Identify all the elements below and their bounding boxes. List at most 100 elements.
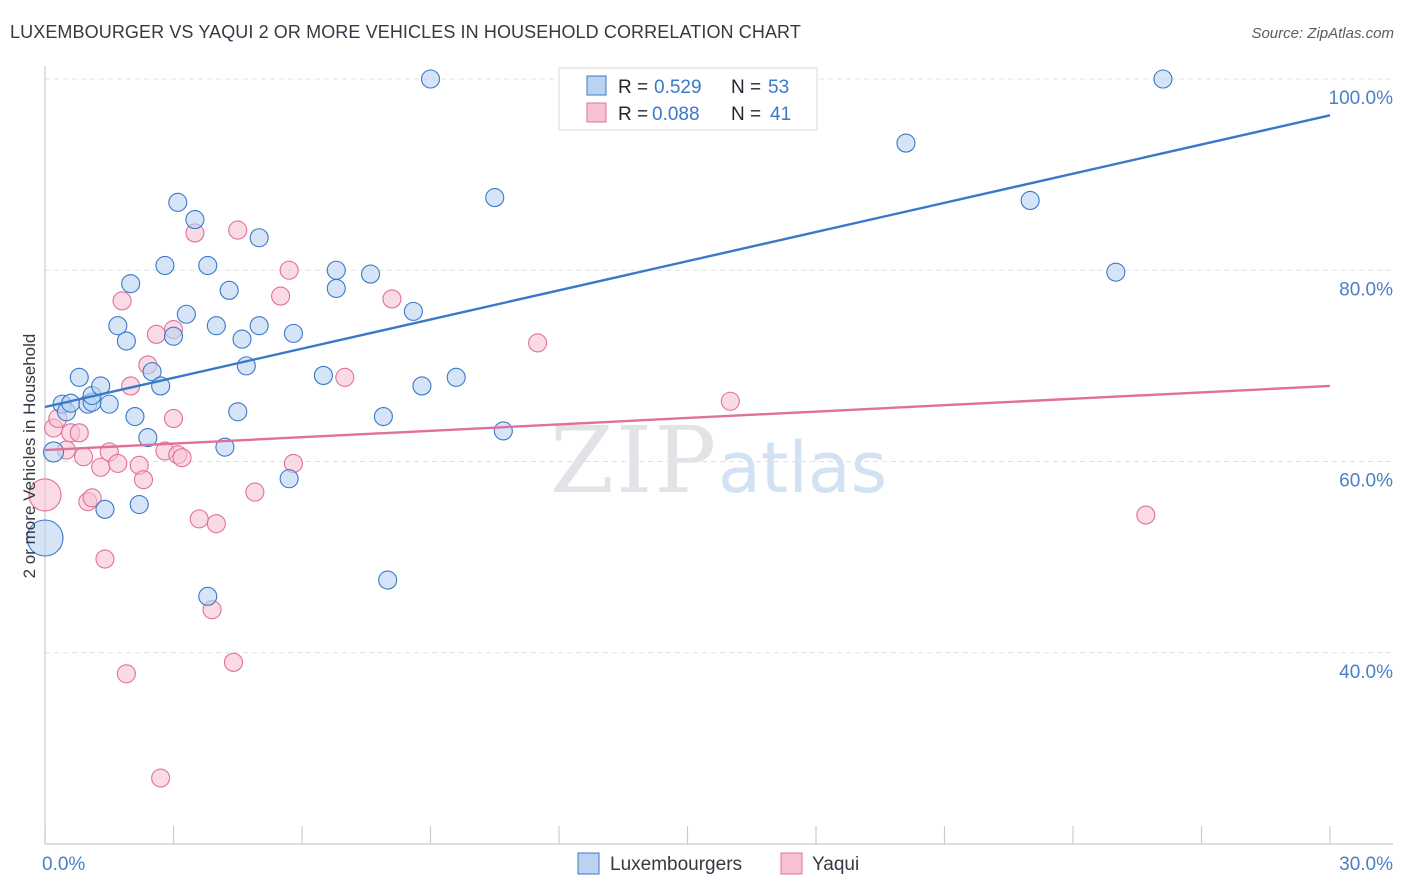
point-luxembourgers	[360, 264, 381, 284]
stats-n-value: 53	[768, 77, 789, 98]
x-tick-label: 0.0%	[42, 854, 85, 875]
point-luxembourgers	[249, 316, 269, 336]
tick-labels: 40.0% 60.0% 80.0% 100.0% 0.0% 30.0%	[42, 88, 1393, 875]
legend-label-yaqui: Yaqui	[812, 854, 859, 875]
stats-n-label: N =	[731, 77, 761, 98]
point-luxembourgers	[206, 316, 226, 336]
point-luxembourgers	[219, 280, 239, 300]
point-yaqui	[74, 447, 94, 467]
point-luxembourgers	[1153, 69, 1173, 89]
point-yaqui	[279, 260, 299, 280]
point-yaqui	[720, 391, 740, 411]
point-yaqui	[382, 289, 402, 309]
stats-n-value: 41	[770, 104, 791, 125]
y-axis-label: 2 or more Vehicles in Household	[20, 334, 39, 579]
stats-n-label: N =	[731, 104, 761, 125]
point-luxembourgers	[116, 331, 136, 351]
point-luxembourgers	[485, 188, 505, 208]
point-luxembourgers	[420, 69, 441, 89]
point-luxembourgers	[446, 367, 466, 387]
point-yaqui	[223, 652, 244, 672]
point-luxembourgers	[228, 402, 248, 422]
watermark: ZIP atlas	[550, 407, 887, 514]
point-luxembourgers	[198, 586, 218, 606]
stats-r-value: 0.529	[654, 77, 702, 98]
point-luxembourgers	[168, 192, 188, 212]
y-tick-label: 100.0%	[1329, 88, 1394, 109]
point-yaqui	[528, 333, 548, 353]
point-luxembourgers	[326, 260, 346, 280]
point-luxembourgers	[215, 437, 235, 457]
point-luxembourgers	[138, 428, 158, 448]
y-tick-label: 60.0%	[1339, 471, 1393, 492]
stats-swatch-yaqui	[586, 102, 607, 123]
point-yaqui	[28, 478, 62, 512]
point-yaqui	[228, 220, 248, 240]
point-luxembourgers	[69, 367, 89, 387]
point-yaqui	[271, 286, 291, 306]
watermark-atlas: atlas	[718, 427, 887, 509]
point-luxembourgers	[142, 362, 162, 382]
point-luxembourgers	[249, 228, 269, 248]
legend-swatch-luxembourgers	[577, 852, 600, 875]
point-yaqui	[1136, 505, 1156, 525]
point-luxembourgers	[108, 316, 128, 336]
trend-line-yaqui	[44, 384, 1331, 452]
point-luxembourgers	[232, 329, 252, 349]
point-yaqui	[146, 324, 166, 344]
point-yaqui	[245, 482, 265, 502]
legend-swatch-yaqui	[780, 852, 803, 875]
point-luxembourgers	[95, 499, 115, 519]
chart-title: LUXEMBOURGER VS YAQUI 2 OR MORE VEHICLES…	[10, 22, 801, 42]
point-yaqui	[151, 768, 171, 788]
point-yaqui	[206, 514, 226, 534]
data-points	[26, 69, 1173, 788]
trend-line-luxembourgers	[44, 114, 1331, 409]
point-luxembourgers	[326, 278, 346, 298]
point-yaqui	[133, 470, 154, 490]
point-luxembourgers	[155, 255, 175, 276]
point-yaqui	[116, 664, 136, 684]
point-yaqui	[95, 549, 115, 569]
point-luxembourgers	[176, 304, 196, 324]
trend-lines	[44, 114, 1331, 452]
point-yaqui	[69, 423, 89, 443]
watermark-zip: ZIP	[550, 407, 718, 514]
point-luxembourgers	[125, 407, 145, 427]
point-luxembourgers	[26, 519, 64, 557]
point-luxembourgers	[493, 421, 513, 441]
point-yaqui	[335, 367, 355, 387]
y-tick-label: 40.0%	[1339, 662, 1393, 683]
stats-r-value: 0.088	[652, 104, 700, 125]
point-yaqui	[163, 408, 184, 429]
point-yaqui	[172, 448, 192, 468]
point-luxembourgers	[403, 301, 423, 321]
point-luxembourgers	[1106, 262, 1126, 282]
source-credit: Source: ZipAtlas.com	[1251, 25, 1394, 42]
point-yaqui	[108, 453, 128, 473]
point-yaqui	[112, 291, 132, 311]
point-yaqui	[189, 509, 209, 529]
legend-label-luxembourgers: Luxembourgers	[610, 854, 742, 875]
point-luxembourgers	[373, 407, 393, 427]
y-tick-label: 80.0%	[1339, 279, 1393, 300]
point-luxembourgers	[185, 210, 205, 230]
point-luxembourgers	[412, 376, 432, 396]
point-luxembourgers	[279, 469, 299, 489]
point-luxembourgers	[99, 394, 119, 414]
point-yaqui	[82, 488, 102, 508]
series-legend: Luxembourgers Yaqui	[577, 852, 859, 875]
stats-r-label: R =	[618, 77, 648, 98]
point-luxembourgers	[163, 326, 184, 346]
point-luxembourgers	[1020, 190, 1040, 210]
stats-legend: R = 0.529 N = 53 R = 0.088 N = 41	[558, 67, 818, 131]
point-luxembourgers	[121, 274, 141, 294]
stats-r-label: R =	[618, 104, 648, 125]
point-luxembourgers	[283, 323, 303, 343]
point-luxembourgers	[129, 494, 149, 515]
x-tick-label: 30.0%	[1339, 854, 1393, 875]
point-luxembourgers	[198, 255, 218, 276]
point-luxembourgers	[378, 570, 398, 590]
point-luxembourgers	[896, 133, 916, 153]
